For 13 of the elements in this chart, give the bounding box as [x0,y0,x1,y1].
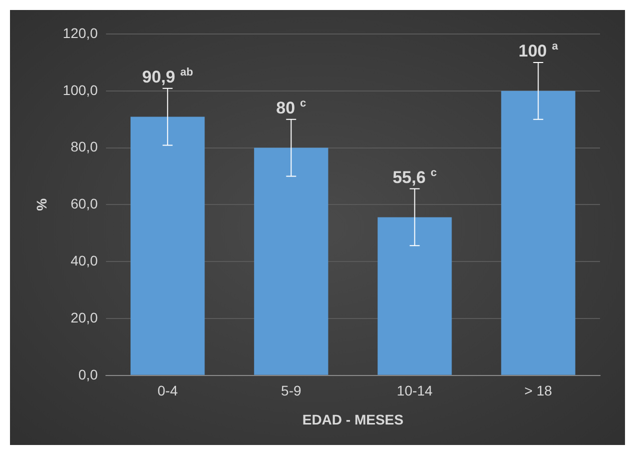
y-tick-label: 20,0 [70,309,98,326]
x-tick-label: > 18 [524,382,552,399]
x-tick-label: 5-9 [281,382,302,399]
y-tick-label: 0,0 [78,366,98,382]
x-axis-title: EDAD - MESES [302,411,404,428]
y-axis-title: % [33,198,50,211]
x-tick-label: 10-14 [396,382,433,399]
y-tick-label: 60,0 [70,196,98,212]
y-tick-label: 80,0 [70,138,98,155]
y-tick-label: 100,0 [62,82,98,98]
x-tick-label: 0-4 [157,382,178,399]
y-tick-label: 40,0 [70,252,98,268]
y-tick-label: 120,0 [62,24,98,41]
